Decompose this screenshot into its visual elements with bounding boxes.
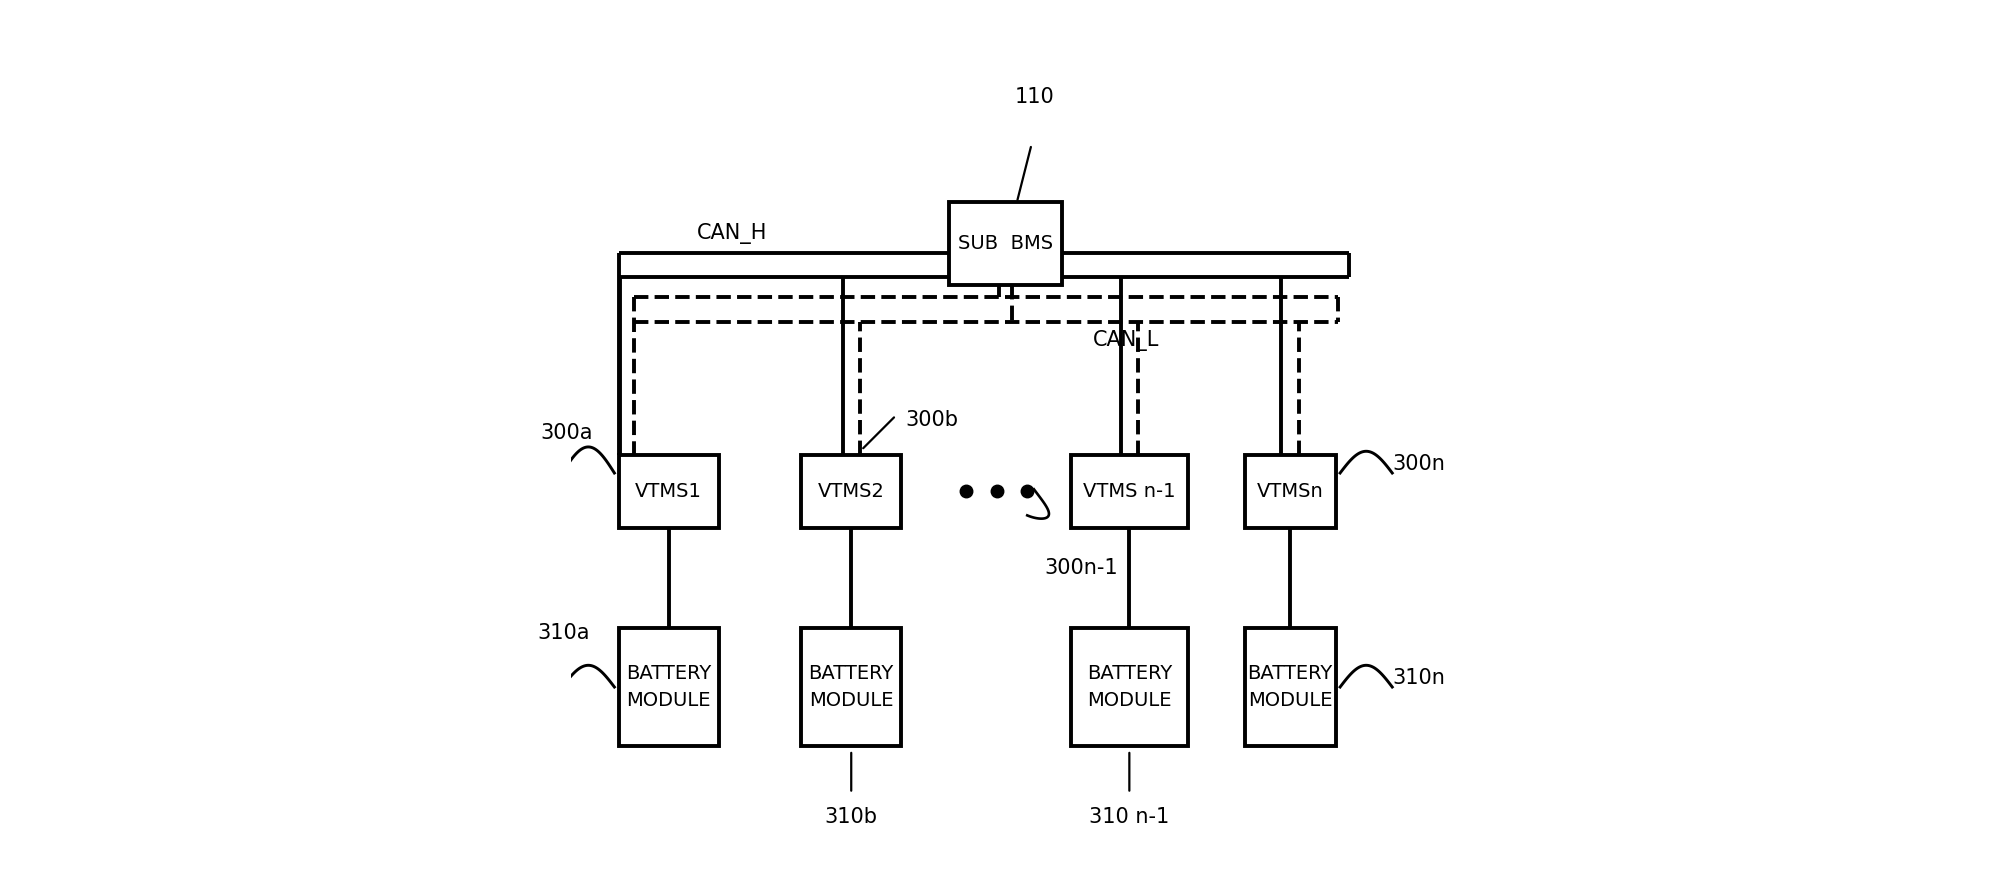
Text: 310 n-1: 310 n-1 [1090,806,1170,826]
Text: 300n: 300n [1392,455,1446,474]
Text: SUB  BMS: SUB BMS [957,234,1054,253]
Text: BATTERY
MODULE: BATTERY MODULE [625,664,712,710]
FancyBboxPatch shape [800,629,901,745]
FancyBboxPatch shape [800,455,901,528]
FancyBboxPatch shape [1245,455,1335,528]
FancyBboxPatch shape [619,629,718,745]
Text: BATTERY
MODULE: BATTERY MODULE [1247,664,1333,710]
Text: VTMS n-1: VTMS n-1 [1084,482,1176,501]
FancyBboxPatch shape [1070,455,1189,528]
Text: 310a: 310a [537,623,589,643]
Text: BATTERY
MODULE: BATTERY MODULE [1086,664,1172,710]
Text: VTMS1: VTMS1 [635,482,702,501]
FancyBboxPatch shape [619,455,718,528]
Text: CAN_L: CAN_L [1092,330,1158,351]
FancyBboxPatch shape [1245,629,1335,745]
Text: BATTERY
MODULE: BATTERY MODULE [808,664,893,710]
FancyBboxPatch shape [949,202,1062,285]
Text: 300a: 300a [541,423,593,442]
Text: VTMS2: VTMS2 [818,482,885,501]
FancyBboxPatch shape [1070,629,1189,745]
Text: 300n-1: 300n-1 [1044,557,1118,577]
Text: 300b: 300b [905,410,959,430]
Text: 110: 110 [1014,87,1054,107]
Text: 310b: 310b [825,806,877,826]
Text: 310n: 310n [1392,668,1446,689]
Text: CAN_H: CAN_H [696,223,766,245]
Text: VTMSn: VTMSn [1257,482,1323,501]
